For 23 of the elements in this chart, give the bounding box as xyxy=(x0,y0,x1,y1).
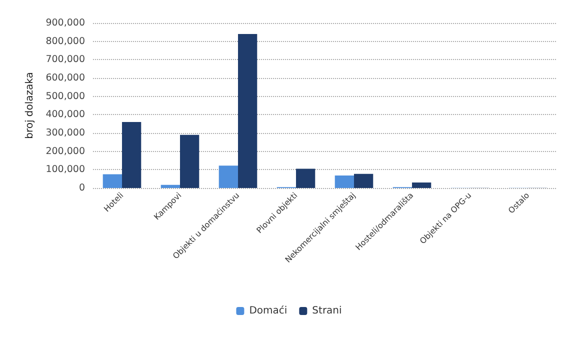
bar xyxy=(296,168,316,188)
y-axis-title: broj dolazaka xyxy=(24,72,36,139)
legend-label: Strani xyxy=(312,306,342,316)
y-tick-label: 700,000 xyxy=(46,54,85,66)
legend-label: Domaći xyxy=(249,306,288,316)
bar xyxy=(334,176,354,188)
y-tick-label: 600,000 xyxy=(46,72,85,84)
y-tick-label: 500,000 xyxy=(46,90,85,102)
y-tick-label: 200,000 xyxy=(46,146,85,157)
y-tick-label: 800,000 xyxy=(46,36,85,47)
bar xyxy=(354,174,374,188)
bar xyxy=(122,122,142,188)
y-tick-label: 100,000 xyxy=(46,164,85,176)
bar xyxy=(238,34,258,188)
bar xyxy=(218,166,238,188)
bar xyxy=(412,182,432,188)
y-tick-label: 0 xyxy=(78,182,85,194)
y-tick-label: 300,000 xyxy=(46,128,85,138)
bar xyxy=(160,184,180,188)
y-tick-label: 900,000 xyxy=(46,18,85,28)
bar xyxy=(180,134,200,188)
bar xyxy=(102,174,122,188)
y-tick-label: 400,000 xyxy=(46,109,85,120)
